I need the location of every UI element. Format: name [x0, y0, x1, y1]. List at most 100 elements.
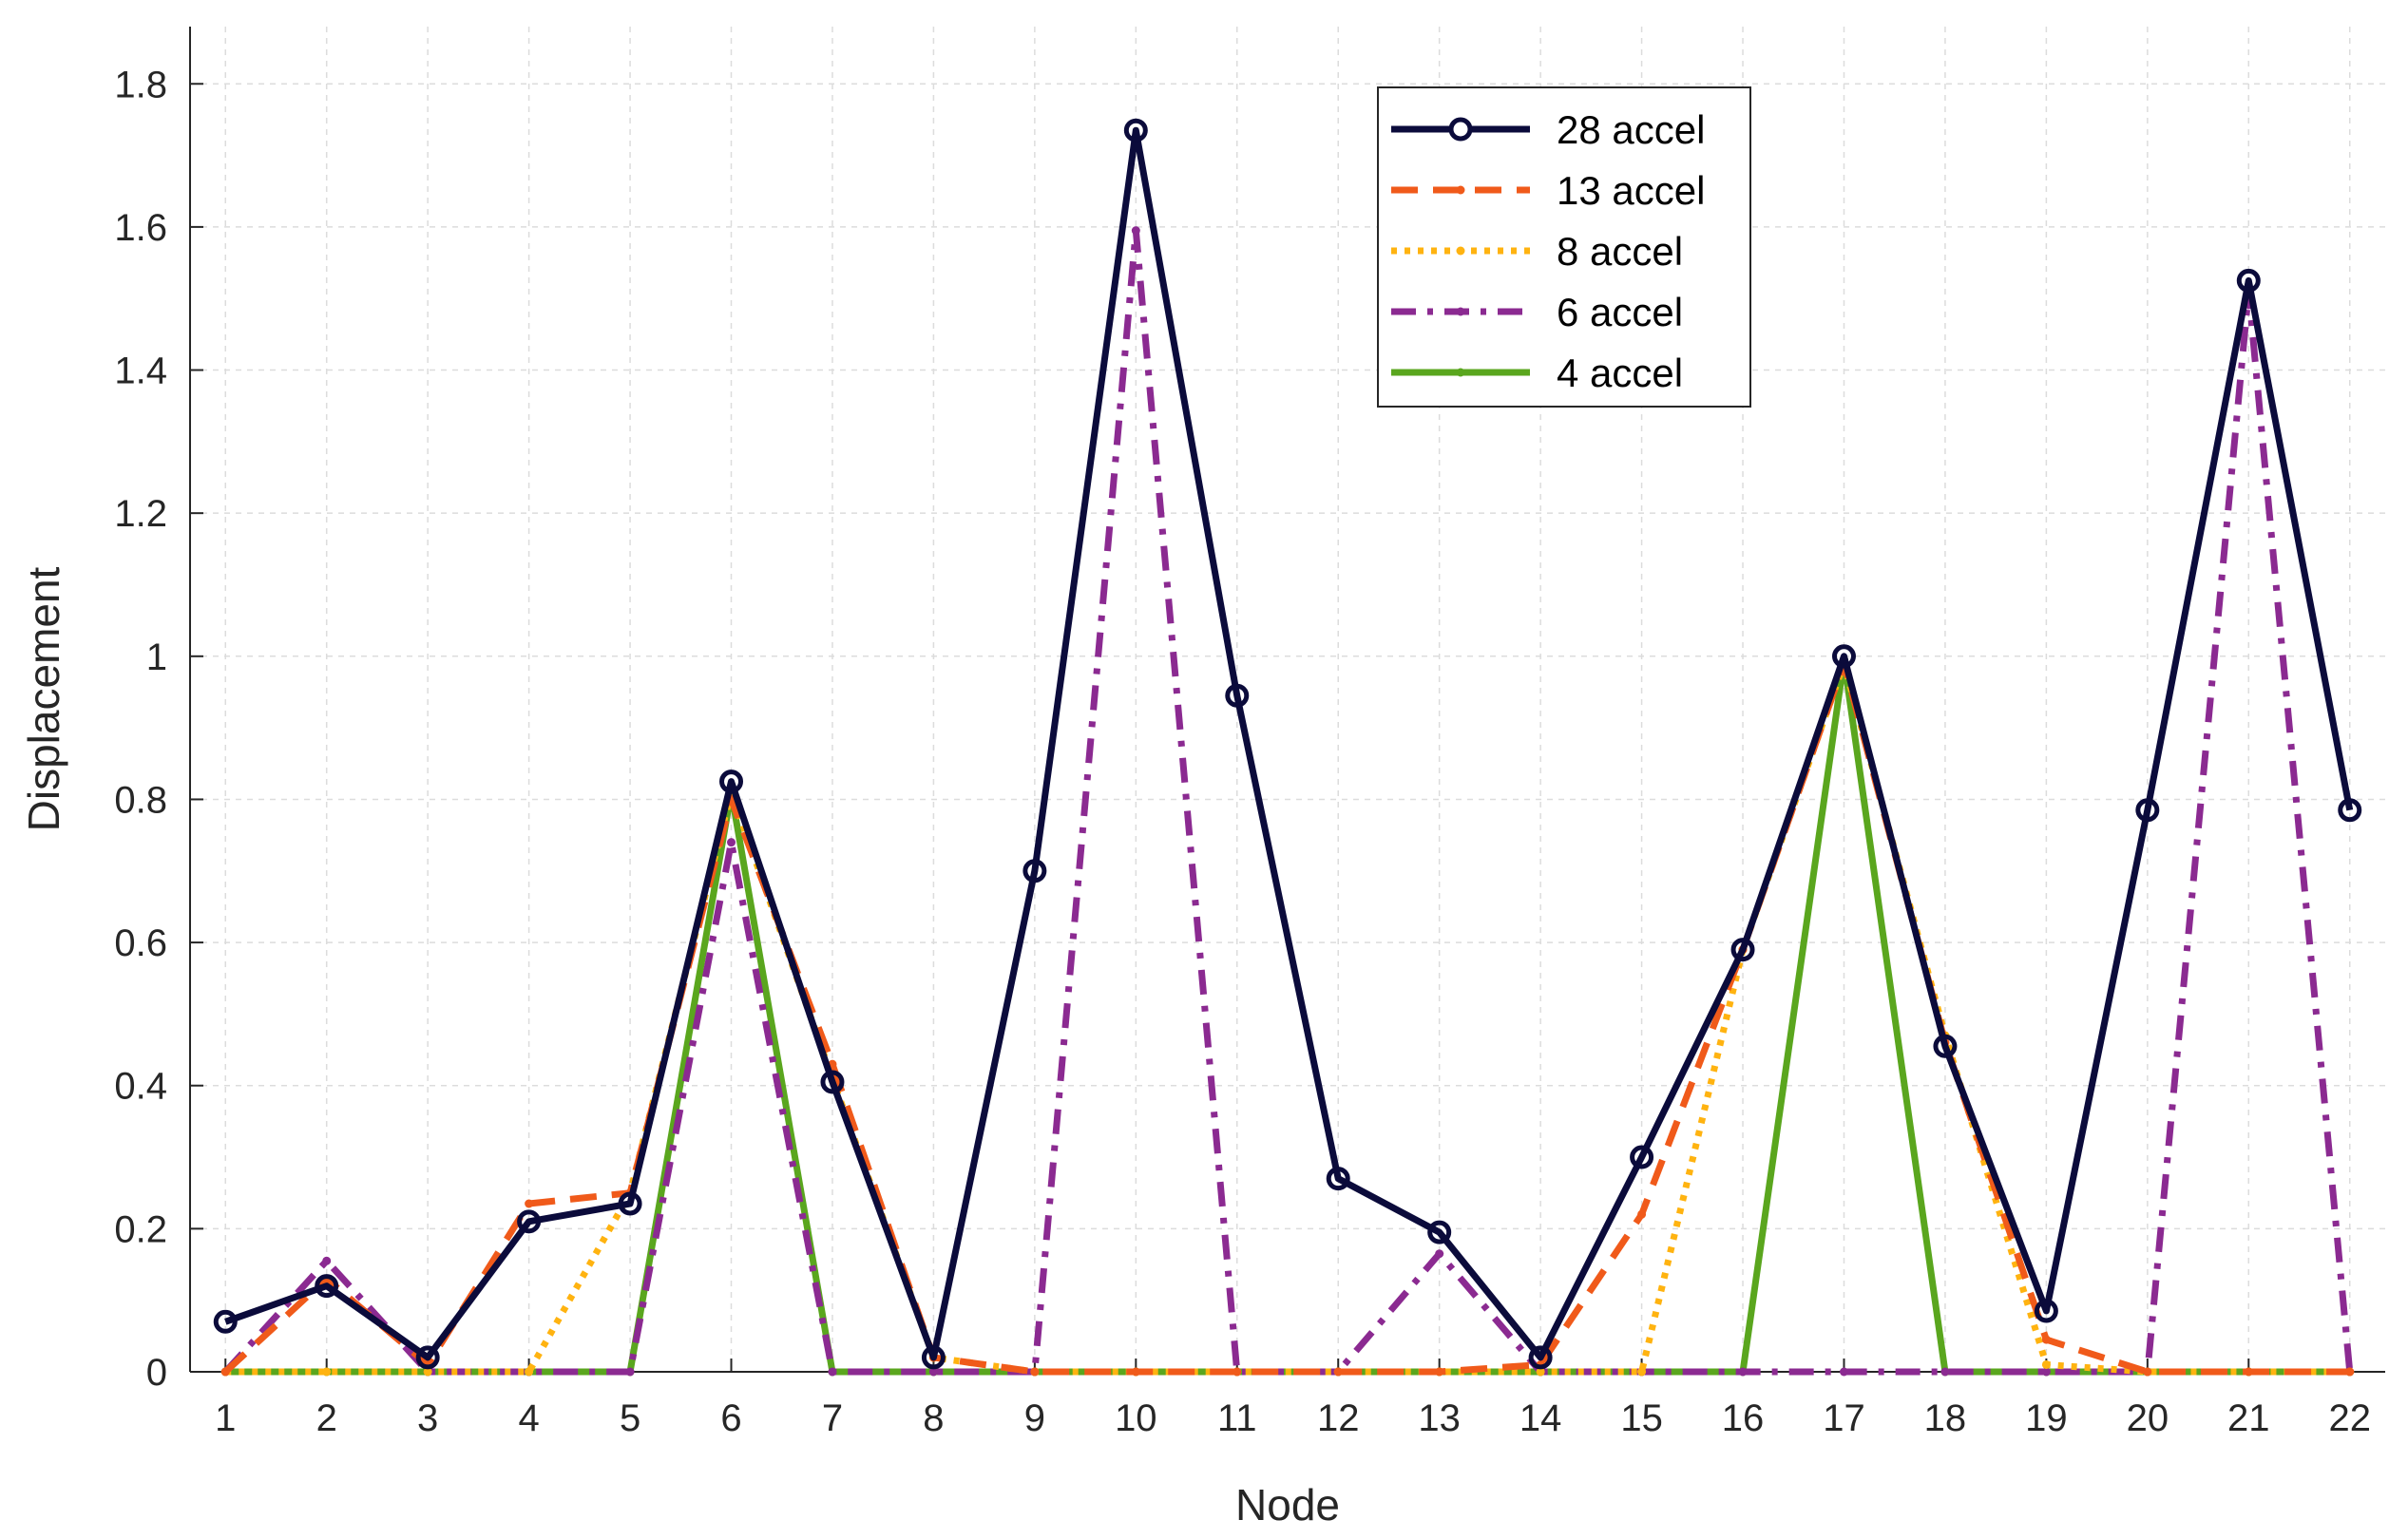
x-tick-label: 22 — [2328, 1397, 2371, 1439]
data-point — [1233, 1367, 1242, 1377]
legend-label: 4 accel — [1557, 351, 1683, 395]
data-point — [2041, 1335, 2051, 1344]
data-point — [2236, 268, 2261, 293]
legend-entry: 6 accel — [1391, 290, 1683, 334]
data-point — [315, 1274, 339, 1299]
data-point — [1630, 1145, 1654, 1169]
legend-label: 8 accel — [1557, 229, 1683, 274]
data-point — [1839, 1367, 1848, 1377]
x-tick-label: 2 — [316, 1397, 337, 1439]
legend-marker — [1456, 246, 1465, 256]
data-point — [220, 1367, 230, 1377]
data-point — [2041, 1359, 2051, 1369]
data-point — [525, 1199, 534, 1208]
data-point — [1940, 1367, 1950, 1377]
y-tick-label: 1 — [146, 636, 167, 678]
data-point — [625, 1367, 635, 1377]
data-point — [415, 1345, 440, 1370]
legend-marker — [1456, 368, 1465, 377]
data-point — [2143, 1367, 2152, 1377]
y-tick-label: 0.8 — [114, 779, 167, 821]
data-point — [1738, 1367, 1748, 1377]
data-point — [517, 1209, 542, 1234]
data-point — [1831, 644, 1856, 669]
data-point — [1528, 1345, 1553, 1370]
data-point — [921, 1345, 946, 1370]
legend-label: 6 accel — [1557, 290, 1683, 334]
x-tick-label: 12 — [1317, 1397, 1360, 1439]
x-tick-label: 19 — [2025, 1397, 2068, 1439]
x-tick-label: 18 — [1924, 1397, 1967, 1439]
series-13-accel — [220, 658, 2355, 1377]
x-tick-label: 11 — [1217, 1397, 1257, 1439]
data-point — [322, 1367, 332, 1377]
x-tick-label: 14 — [1519, 1397, 1562, 1439]
data-point — [928, 1367, 938, 1377]
data-point — [1326, 1167, 1350, 1191]
data-point — [828, 1367, 837, 1377]
x-tick-label: 5 — [620, 1397, 640, 1439]
y-tick-label: 1.2 — [114, 493, 167, 535]
data-point — [2135, 798, 2160, 823]
axes — [189, 27, 2385, 1373]
data-point — [2041, 1367, 2051, 1377]
data-point — [1637, 1367, 1647, 1377]
data-point — [2034, 1299, 2058, 1323]
data-point — [1030, 1367, 1040, 1377]
tick-labels: 1 2 3 4 5 6 7 8 9 10 11 12 13 14 15 16 17 18 19 20 21 2200.20… — [114, 64, 2371, 1439]
data-point — [2345, 1367, 2355, 1377]
y-tick-label: 1.6 — [114, 207, 167, 249]
y-tick-label: 1.8 — [114, 64, 167, 105]
series-8-accel — [220, 658, 2355, 1377]
data-point — [1637, 1209, 1647, 1219]
series-group — [213, 118, 2362, 1377]
data-point — [1427, 1220, 1452, 1244]
data-point — [322, 1256, 332, 1265]
x-axis-title: Node — [1235, 1480, 1340, 1530]
x-tick-label: 3 — [417, 1397, 438, 1439]
x-tick-label: 1 — [215, 1397, 236, 1439]
x-tick-label: 15 — [1620, 1397, 1663, 1439]
legend: 28 accel 13 accel 8 accel 6 accel 4 accel — [1377, 86, 1751, 408]
data-point — [1730, 938, 1755, 962]
legend-entry: 8 accel — [1391, 229, 1683, 274]
data-point — [1333, 1367, 1343, 1377]
data-point — [2244, 1367, 2253, 1377]
legend-marker — [1448, 117, 1473, 142]
legend-label: 28 accel — [1557, 107, 1705, 152]
y-tick-label: 0 — [146, 1352, 167, 1394]
x-tick-label: 9 — [1024, 1397, 1045, 1439]
data-point — [423, 1367, 432, 1377]
data-point — [1536, 1367, 1545, 1377]
data-point — [213, 1309, 238, 1334]
legend-marker — [1456, 307, 1465, 316]
data-point — [1435, 1367, 1444, 1377]
y-tick-label: 0.4 — [114, 1066, 167, 1108]
data-point — [525, 1367, 534, 1377]
data-point — [1022, 859, 1047, 884]
x-tick-label: 7 — [822, 1397, 843, 1439]
series-4-accel — [220, 656, 2355, 1377]
x-tick-label: 4 — [518, 1397, 539, 1439]
data-point — [1131, 1367, 1140, 1377]
legend-entry: 4 accel — [1391, 351, 1683, 395]
data-point — [1435, 1249, 1444, 1259]
x-tick-label: 13 — [1418, 1397, 1461, 1439]
legend-marker — [1456, 185, 1465, 195]
data-point — [719, 770, 744, 794]
x-tick-label: 16 — [1722, 1397, 1765, 1439]
series-28-accel — [213, 118, 2362, 1370]
legend-box — [1377, 86, 1751, 408]
x-tick-label: 21 — [2227, 1397, 2270, 1439]
data-point — [1123, 118, 1148, 142]
data-point — [1933, 1034, 1958, 1058]
legend-entry: 13 accel — [1391, 168, 1705, 213]
series-line — [224, 126, 2354, 1361]
data-point — [2338, 798, 2362, 823]
data-point — [727, 838, 736, 847]
x-tick-label: 10 — [1115, 1397, 1157, 1439]
x-tick-label: 20 — [2127, 1397, 2169, 1439]
legend-entry: 28 accel — [1391, 107, 1705, 152]
x-tick-label: 6 — [720, 1397, 741, 1439]
